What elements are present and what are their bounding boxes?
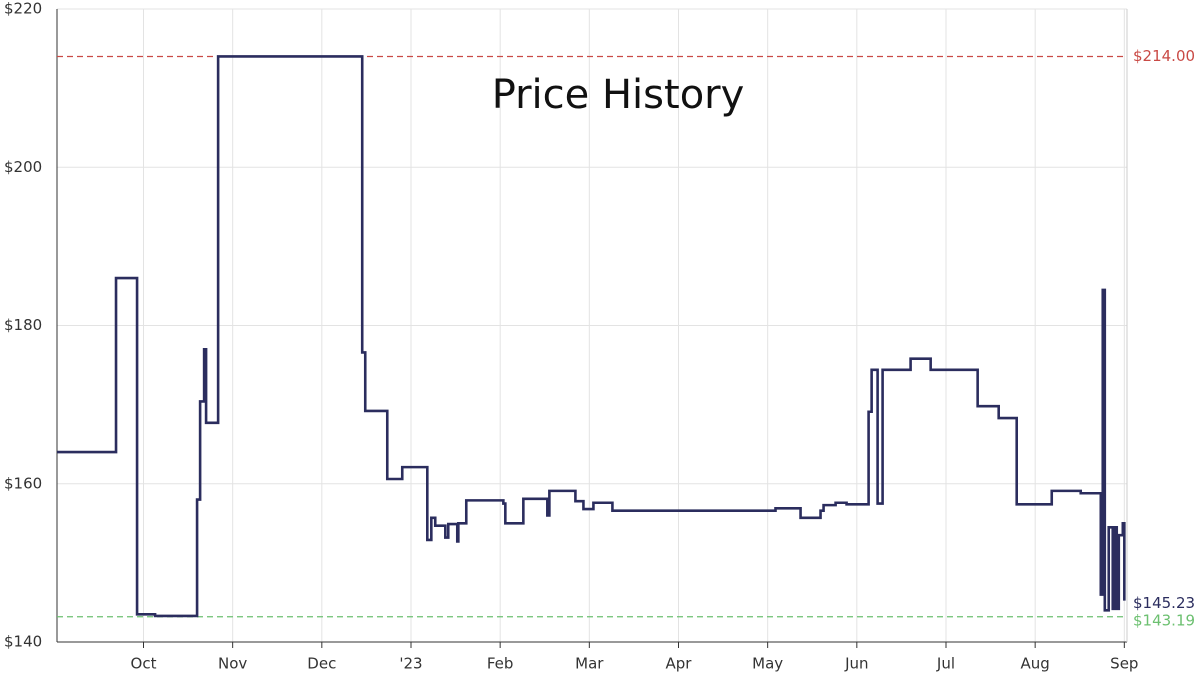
x-tick-label: Oct (131, 655, 157, 673)
y-tick-label: $200 (4, 158, 42, 176)
y-tick-label: $180 (4, 316, 42, 334)
x-tick-label: Jul (936, 655, 955, 673)
price-line (57, 55, 1126, 618)
x-tick-label: Apr (666, 655, 693, 673)
x-tick-label: Aug (1021, 655, 1050, 673)
reference-label: $214.00 (1133, 47, 1195, 65)
x-tick-label: Jun (844, 655, 868, 673)
reference-label: $143.19 (1133, 611, 1195, 629)
y-tick-label: $160 (4, 474, 42, 492)
x-tick-label: Feb (487, 655, 514, 673)
y-tick-label: $140 (4, 633, 42, 651)
chart-title: Price History (492, 72, 745, 118)
x-tick-label: '23 (399, 655, 422, 673)
x-tick-label: May (752, 655, 783, 673)
y-tick-label: $220 (4, 0, 42, 18)
x-tick-label: Sep (1110, 655, 1138, 673)
last-price-label: $145.23 (1133, 594, 1195, 612)
x-tick-label: Nov (218, 655, 247, 673)
x-tick-label: Dec (307, 655, 336, 673)
x-tick-label: Mar (575, 655, 604, 673)
